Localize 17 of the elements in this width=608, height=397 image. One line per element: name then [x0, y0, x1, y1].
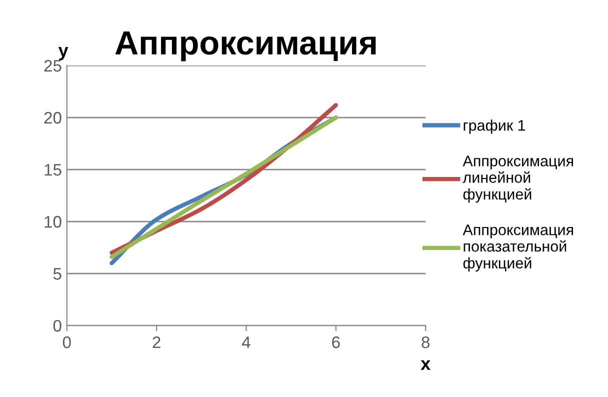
- legend-label: Аппроксимация показательной функцией: [462, 224, 573, 272]
- legend-label: Аппроксимация линейной функцией: [462, 156, 573, 203]
- x-tick-label: 8: [422, 336, 430, 348]
- x-tick-label: 2: [152, 336, 160, 348]
- chart-title: Аппроксимация: [115, 31, 376, 62]
- x-axis-title: x: [420, 360, 430, 370]
- y-tick-label: 20: [44, 112, 62, 124]
- x-tick-label: 4: [242, 336, 250, 348]
- y-tick-label: 15: [44, 164, 62, 176]
- y-axis-title: y: [58, 47, 68, 60]
- y-tick-label: 10: [44, 216, 62, 228]
- x-tick-label: 6: [332, 336, 340, 348]
- x-tick-label: 0: [62, 336, 71, 348]
- legend-label: график 1: [464, 120, 526, 134]
- y-tick-label: 25: [44, 60, 62, 72]
- y-tick-label: 5: [53, 268, 62, 280]
- y-tick-label: 0: [53, 320, 62, 332]
